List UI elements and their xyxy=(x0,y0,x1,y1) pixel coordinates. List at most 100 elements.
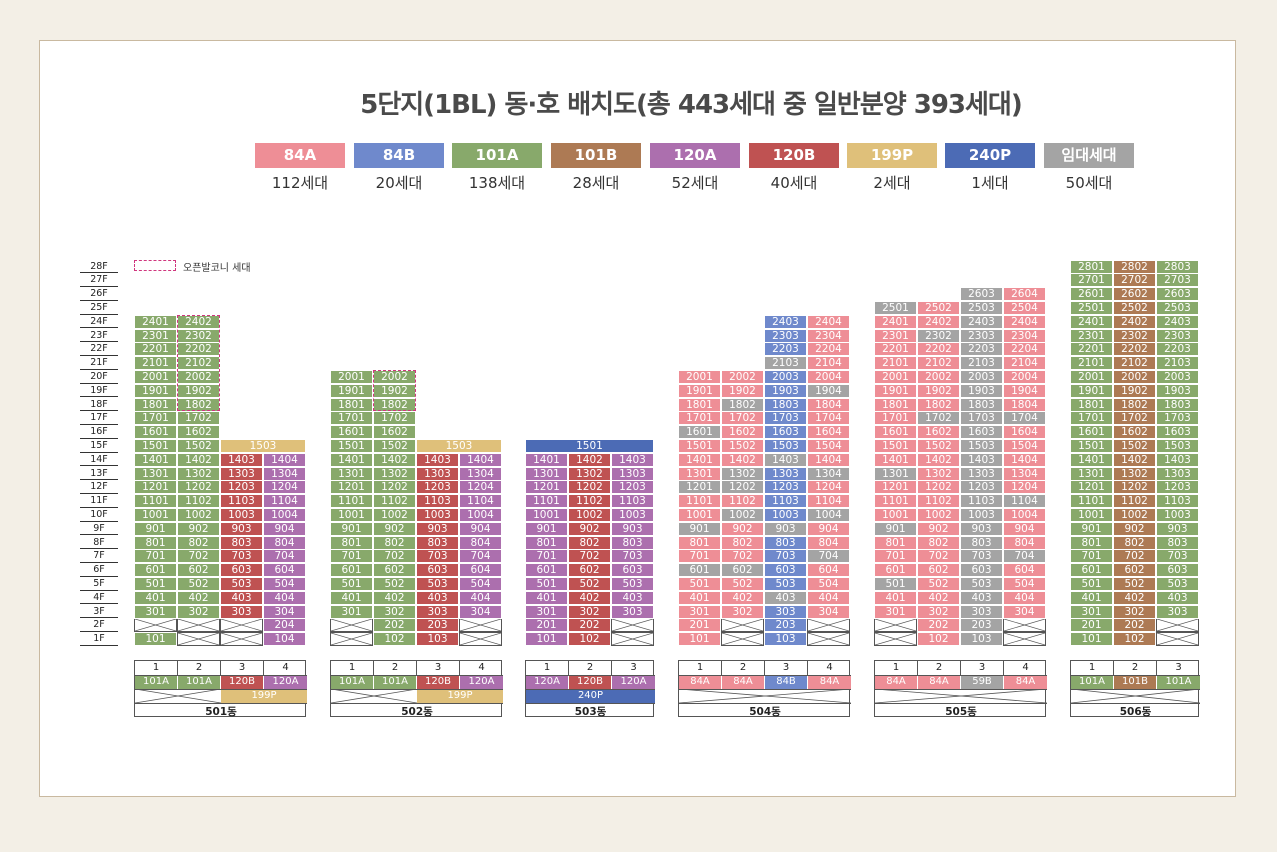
unit-cell[interactable]: 702 xyxy=(721,549,764,564)
unit-cell[interactable]: 1902 xyxy=(917,383,960,398)
unit-cell[interactable]: 701 xyxy=(678,549,721,564)
unit-cell[interactable]: 803 xyxy=(960,535,1003,550)
unit-cell[interactable]: 604 xyxy=(459,563,502,578)
unit-cell[interactable]: 2403 xyxy=(764,314,807,329)
unit-cell[interactable]: 802 xyxy=(568,535,611,550)
unit-cell[interactable]: 1202 xyxy=(917,480,960,495)
unit-cell[interactable]: 801 xyxy=(525,535,568,550)
unit-cell[interactable]: 2403 xyxy=(960,314,1003,329)
unit-cell[interactable]: 801 xyxy=(874,535,917,550)
unit-cell[interactable]: 1704 xyxy=(1003,411,1046,426)
unit-cell[interactable]: 1103 xyxy=(960,494,1003,509)
unit-cell[interactable]: 2001 xyxy=(874,369,917,384)
unit-cell[interactable]: 2201 xyxy=(134,342,177,357)
unit-cell[interactable]: 2302 xyxy=(917,328,960,343)
unit-cell[interactable]: 903 xyxy=(960,521,1003,536)
unit-cell[interactable]: 701 xyxy=(1070,549,1113,564)
unit-cell[interactable]: 703 xyxy=(764,549,807,564)
unit-cell[interactable]: 604 xyxy=(1003,563,1046,578)
unit-cell[interactable]: 1303 xyxy=(611,466,654,481)
unit-cell[interactable]: 701 xyxy=(874,549,917,564)
unit-cell[interactable]: 1404 xyxy=(1003,452,1046,467)
unit-cell[interactable]: 2404 xyxy=(807,314,850,329)
unit-cell[interactable]: 1901 xyxy=(330,383,373,398)
unit-cell[interactable]: 1304 xyxy=(1003,466,1046,481)
unit-cell[interactable]: 1403 xyxy=(220,452,263,467)
unit-cell[interactable]: 302 xyxy=(917,604,960,619)
unit-cell[interactable]: 1103 xyxy=(1156,494,1199,509)
unit-cell[interactable]: 1001 xyxy=(525,507,568,522)
unit-cell[interactable]: 1704 xyxy=(807,411,850,426)
unit-cell[interactable]: 2203 xyxy=(960,342,1003,357)
unit-cell[interactable]: 1602 xyxy=(373,425,416,440)
unit-cell[interactable]: 1304 xyxy=(459,466,502,481)
unit-cell[interactable]: 2102 xyxy=(177,356,220,371)
unit-cell[interactable]: 1201 xyxy=(678,480,721,495)
unit-cell[interactable]: 1402 xyxy=(373,452,416,467)
unit-cell[interactable]: 601 xyxy=(330,563,373,578)
unit-cell[interactable]: 501 xyxy=(134,576,177,591)
unit-cell[interactable]: 1204 xyxy=(263,480,306,495)
unit-cell[interactable]: 2104 xyxy=(807,356,850,371)
unit-cell[interactable]: 403 xyxy=(611,590,654,605)
unit-cell[interactable]: 703 xyxy=(220,549,263,564)
unit-cell[interactable]: 1801 xyxy=(874,397,917,412)
unit-cell[interactable]: 903 xyxy=(764,521,807,536)
unit-cell[interactable]: 701 xyxy=(525,549,568,564)
unit-cell[interactable]: 2002 xyxy=(177,369,220,384)
unit-cell[interactable]: 1401 xyxy=(134,452,177,467)
unit-cell[interactable]: 1002 xyxy=(373,507,416,522)
unit-cell[interactable]: 803 xyxy=(764,535,807,550)
unit-cell[interactable]: 1103 xyxy=(764,494,807,509)
unit-cell[interactable]: 902 xyxy=(177,521,220,536)
unit-cell[interactable]: 2103 xyxy=(1156,356,1199,371)
unit-cell[interactable]: 2401 xyxy=(874,314,917,329)
unit-cell[interactable]: 2503 xyxy=(1156,300,1199,315)
unit-cell[interactable]: 1101 xyxy=(134,494,177,509)
unit-cell[interactable]: 1703 xyxy=(960,411,1003,426)
unit-cell[interactable]: 1003 xyxy=(611,507,654,522)
unit-cell[interactable]: 1104 xyxy=(263,494,306,509)
unit-cell[interactable]: 401 xyxy=(330,590,373,605)
unit-cell[interactable]: 1702 xyxy=(1113,411,1156,426)
unit-cell[interactable]: 2402 xyxy=(917,314,960,329)
unit-cell[interactable]: 1801 xyxy=(330,397,373,412)
unit-cell[interactable]: 904 xyxy=(263,521,306,536)
unit-cell[interactable]: 1701 xyxy=(330,411,373,426)
unit-cell[interactable]: 1803 xyxy=(764,397,807,412)
unit-cell[interactable]: 1204 xyxy=(1003,480,1046,495)
unit-cell[interactable]: 2401 xyxy=(1070,314,1113,329)
unit-cell[interactable]: 401 xyxy=(874,590,917,605)
unit-cell[interactable]: 702 xyxy=(373,549,416,564)
unit-cell[interactable]: 1202 xyxy=(721,480,764,495)
unit-cell[interactable]: 401 xyxy=(1070,590,1113,605)
unit-cell[interactable]: 101 xyxy=(678,632,721,647)
unit-cell[interactable]: 801 xyxy=(330,535,373,550)
unit-cell[interactable]: 504 xyxy=(263,576,306,591)
unit-cell[interactable]: 2101 xyxy=(1070,356,1113,371)
unit-cell[interactable]: 703 xyxy=(960,549,1003,564)
unit-cell[interactable]: 2801 xyxy=(1070,259,1113,274)
unit-cell[interactable]: 1604 xyxy=(1003,425,1046,440)
unit-cell[interactable]: 1003 xyxy=(1156,507,1199,522)
unit-cell[interactable]: 103 xyxy=(960,632,1003,647)
unit-cell[interactable]: 2001 xyxy=(330,369,373,384)
unit-cell[interactable]: 1602 xyxy=(721,425,764,440)
unit-cell[interactable]: 1204 xyxy=(459,480,502,495)
unit-cell[interactable]: 2103 xyxy=(960,356,1003,371)
unit-cell[interactable]: 903 xyxy=(611,521,654,536)
unit-cell[interactable]: 502 xyxy=(177,576,220,591)
unit-cell[interactable]: 2501 xyxy=(874,300,917,315)
unit-cell[interactable]: 301 xyxy=(1070,604,1113,619)
unit-cell[interactable]: 503 xyxy=(416,576,459,591)
unit-cell[interactable]: 1601 xyxy=(678,425,721,440)
unit-cell[interactable]: 2003 xyxy=(960,369,1003,384)
unit-cell[interactable]: 701 xyxy=(134,549,177,564)
unit-cell[interactable]: 2001 xyxy=(1070,369,1113,384)
unit-cell[interactable]: 602 xyxy=(721,563,764,578)
unit-cell[interactable]: 2201 xyxy=(874,342,917,357)
penthouse-unit[interactable]: 1503 xyxy=(220,438,306,453)
unit-cell[interactable]: 1901 xyxy=(134,383,177,398)
unit-cell[interactable]: 1502 xyxy=(373,438,416,453)
unit-cell[interactable]: 1403 xyxy=(960,452,1003,467)
